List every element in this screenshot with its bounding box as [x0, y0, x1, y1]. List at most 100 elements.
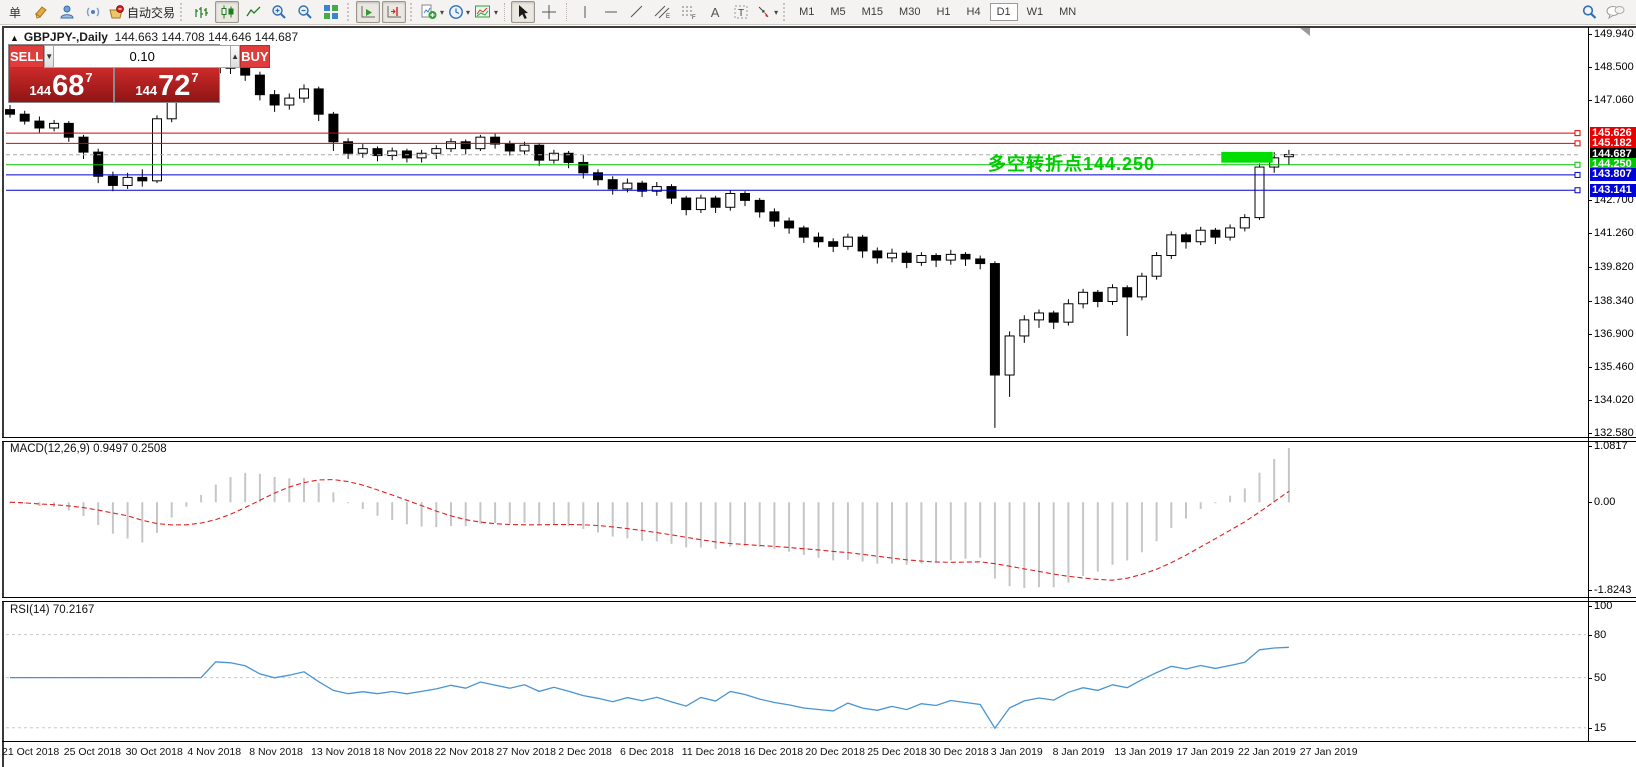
candle-body [137, 176, 148, 182]
date-axis-label: 16 Dec 2018 [743, 746, 804, 758]
add-indicator-button[interactable]: ▾ [419, 1, 445, 23]
zoom-out-icon[interactable] [293, 1, 317, 23]
tile-windows-icon[interactable] [319, 1, 343, 23]
date-axis-label: 30 Oct 2018 [125, 746, 183, 758]
timeframe-W1[interactable]: W1 [1026, 6, 1044, 18]
arrows-tool-button[interactable]: ▾ [755, 1, 779, 23]
search-icon[interactable] [1577, 1, 1601, 23]
date-axis-label: 25 Dec 2018 [867, 746, 927, 758]
candle-body [1136, 275, 1147, 298]
macd-histogram-bar [964, 502, 967, 559]
price-level-tag: 144.687 [1590, 148, 1636, 162]
date-axis-label: 25 Oct 2018 [63, 746, 122, 758]
chart-shift-marker[interactable] [1300, 28, 1310, 36]
buy-button[interactable]: BUY [240, 45, 270, 68]
sell-quote[interactable]: 144 68 7 [9, 68, 113, 102]
chat-icon[interactable] [1603, 1, 1627, 23]
timeframe-H4[interactable]: H4 [966, 6, 981, 18]
macd-histogram-bar [494, 502, 497, 524]
macd-histogram-bar [832, 502, 835, 561]
chart-template-button[interactable]: ▾ [473, 1, 499, 23]
trendline-tool-icon[interactable] [625, 1, 649, 23]
equidistant-channel-tool-icon[interactable]: E [651, 1, 675, 23]
sell-button[interactable]: SELL [9, 45, 45, 68]
macd-histogram-bar [655, 502, 658, 542]
macd-histogram-bar [552, 502, 555, 525]
collapse-triangle-icon[interactable]: ▲ [10, 33, 19, 43]
candle-body [1122, 287, 1133, 298]
history-center-icon[interactable] [29, 1, 53, 23]
chart-shift-icon[interactable] [382, 1, 407, 23]
timeframe-MN[interactable]: MN [1059, 6, 1077, 18]
text-label-tool-icon[interactable]: T [729, 1, 753, 23]
candlestick-mode-icon[interactable] [215, 1, 240, 23]
buy-quote[interactable]: 144 72 7 [115, 68, 219, 102]
timeframe-M5[interactable]: M5 [830, 6, 846, 18]
date-axis-label: 8 Jan 2019 [1052, 746, 1105, 758]
line-handle[interactable] [1574, 187, 1581, 194]
date-axis-label: 27 Jan 2019 [1299, 746, 1358, 758]
price-axis-tick-label: 134.020 [1594, 393, 1634, 406]
timeframe-D1[interactable]: D1 [989, 3, 1018, 21]
timeframe-H1[interactable]: H1 [936, 6, 951, 18]
fibonacci-tool-icon[interactable]: F [677, 1, 701, 23]
macd-histogram-bar [758, 502, 761, 547]
price-axis-tick-label: 148.500 [1594, 61, 1634, 74]
auto-scroll-icon[interactable] [356, 1, 381, 23]
macd-histogram-bar [464, 502, 467, 527]
macd-histogram-bar [1214, 502, 1217, 504]
signal-icon[interactable] [81, 1, 105, 23]
toolbar-grip [783, 3, 788, 21]
candle-body [1181, 234, 1191, 243]
candle-body [1254, 166, 1265, 219]
line-chart-mode-icon[interactable] [241, 1, 265, 23]
date-axis-label: 11 Dec 2018 [681, 746, 741, 758]
macd-histogram-bar [405, 502, 408, 525]
timeframe-M15[interactable]: M15 [861, 6, 884, 18]
auto-trading-button[interactable]: 自动交易 [107, 1, 176, 23]
line-handle[interactable] [1574, 161, 1581, 168]
candle-body [152, 118, 162, 182]
crosshair-tool-icon[interactable] [537, 1, 561, 23]
zoom-in-icon[interactable] [267, 1, 291, 23]
candle-body [431, 148, 442, 154]
macd-histogram-bar [1082, 502, 1085, 576]
line-handle[interactable] [1574, 171, 1581, 178]
panel-splitter[interactable] [2, 437, 1636, 442]
macd-histogram-bar [1229, 495, 1232, 503]
volume-decrease-button[interactable]: ▼ [44, 45, 55, 68]
candle-body [299, 88, 309, 99]
volume-input[interactable] [54, 45, 231, 68]
chart-window[interactable] [2, 26, 1636, 767]
rsi-axis-label: 15 [1594, 721, 1607, 734]
period-clock-button[interactable]: ▾ [447, 1, 471, 23]
timeframe-M30[interactable]: M30 [899, 6, 921, 18]
horizontal-line-tool-icon[interactable] [599, 1, 623, 23]
candle-body [651, 186, 662, 192]
profile-icon[interactable] [55, 1, 79, 23]
macd-histogram-bar [670, 502, 673, 544]
timeframe-M1[interactable]: M1 [799, 6, 815, 18]
candle-body [460, 141, 471, 150]
candle-body [519, 144, 530, 152]
macd-histogram-bar [641, 502, 644, 541]
candle-body [1195, 229, 1206, 243]
line-handle[interactable] [1574, 130, 1581, 137]
vertical-line-tool-icon[interactable] [573, 1, 597, 23]
bar-chart-mode-icon[interactable] [189, 1, 213, 23]
candle-body [357, 148, 368, 154]
panel-splitter[interactable] [2, 597, 1636, 602]
cursor-tool-icon[interactable] [511, 1, 536, 23]
text-tool-icon[interactable]: A [710, 4, 720, 20]
price-axis-tick-label: 136.900 [1594, 327, 1634, 340]
macd-histogram-bar [1199, 502, 1202, 509]
time-axis-line [2, 741, 1636, 742]
dropdown-caret-icon: ▾ [774, 7, 779, 17]
candle-body [754, 199, 765, 213]
volume-increase-button[interactable]: ▲ [230, 45, 241, 68]
line-handle[interactable] [1574, 140, 1581, 147]
new-order-button[interactable]: 单 [8, 5, 21, 20]
pivot-zone-box[interactable] [1221, 151, 1273, 163]
axis-tick-mark [1588, 67, 1592, 69]
